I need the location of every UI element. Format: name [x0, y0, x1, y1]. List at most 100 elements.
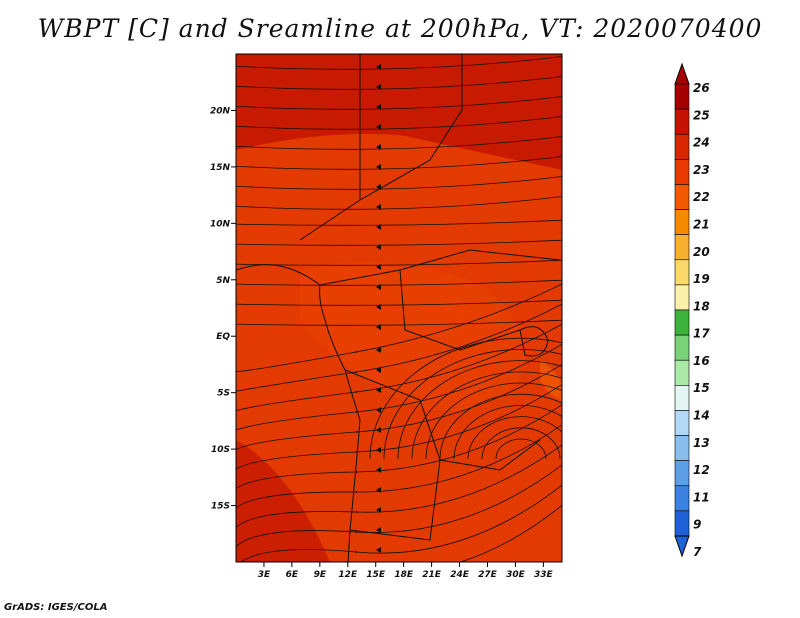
colorbar-cell	[674, 83, 690, 110]
colorbar-cell	[674, 108, 690, 135]
colorbar-label: 23	[693, 163, 710, 177]
colorbar-cell	[674, 385, 690, 411]
wbpt-region-23	[300, 262, 525, 412]
colorbar-cell	[674, 410, 690, 436]
colorbar-cell	[674, 133, 690, 160]
streamline-arrow	[376, 124, 381, 130]
streamline-arrow	[376, 527, 381, 533]
streamline	[236, 363, 562, 451]
streamline-arrow	[376, 104, 381, 110]
x-tick-label: 3E	[258, 570, 271, 580]
country-border-3	[344, 369, 541, 541]
colorbar-cell	[674, 460, 690, 487]
streamline-arrow	[376, 144, 381, 150]
colorbar-extend-top	[674, 62, 690, 85]
x-tick-label: 30E	[506, 570, 526, 580]
circulation-line	[495, 438, 547, 460]
wbpt-region-22	[540, 360, 562, 400]
colorbar-cell	[674, 334, 690, 361]
streamlines	[236, 56, 562, 562]
streamline-arrow	[376, 427, 381, 433]
streamline-arrow	[376, 324, 381, 330]
streamline	[236, 299, 562, 306]
colorbar-cell	[674, 209, 690, 235]
streamline	[236, 303, 562, 392]
colorbar-cell	[674, 259, 690, 286]
wbpt-region-25-south	[236, 440, 330, 562]
streamline	[236, 219, 562, 226]
streamline	[236, 424, 562, 509]
colorbar-label: 25	[693, 108, 710, 122]
y-tick-label: 10N	[210, 219, 231, 229]
streamline	[236, 196, 562, 210]
x-tick-label: 33E	[534, 570, 554, 580]
x-tick-label: 27E	[478, 570, 498, 580]
colorbar-label: 18	[693, 299, 710, 313]
streamline	[236, 239, 562, 246]
colorbar-label: 14	[693, 409, 710, 423]
colorbar-label: 20	[693, 245, 710, 259]
colorbar-cell	[674, 510, 690, 537]
streamline-arrow	[376, 164, 381, 170]
wbpt-region-25	[236, 54, 562, 170]
y-tick-label: 20N	[210, 106, 231, 116]
chart-title: WBPT [C] and Sreamline at 200hPa, VT: 20…	[37, 14, 763, 43]
streamline-arrow	[376, 284, 381, 290]
colorbar-label: 17	[693, 327, 710, 341]
streamline-arrow	[376, 407, 381, 413]
x-tick-label: 24E	[450, 570, 470, 580]
x-axis: 3E 6E 9E 12E 15E 18E 21E 24E 27E 30E 33E	[258, 562, 554, 580]
streamline-arrow	[376, 347, 381, 353]
wbpt-field	[236, 54, 562, 562]
coastline-path	[236, 264, 361, 562]
streamline	[236, 384, 562, 470]
colorbar-cell	[674, 184, 690, 210]
streamline-arrow	[376, 467, 381, 473]
colorbar-label: 9	[693, 518, 701, 532]
streamline	[236, 283, 562, 373]
footer-credit: GrADS: IGES/COLA	[4, 602, 108, 613]
colorbar-label: 7	[693, 545, 702, 559]
circulation-line	[369, 337, 562, 460]
coastline	[236, 54, 561, 562]
x-tick-label: 12E	[338, 570, 358, 580]
y-tick-label: 10S	[211, 445, 230, 455]
colorbar-cell	[674, 309, 690, 336]
circulation-line	[397, 360, 562, 460]
streamline	[236, 116, 562, 130]
streamline-arrow	[376, 224, 381, 230]
streamline-arrow	[376, 64, 381, 70]
x-tick-label: 15E	[366, 570, 386, 580]
x-tick-label: 9E	[314, 570, 327, 580]
colorbar-label: 11	[693, 490, 710, 504]
streamline-arrow	[376, 264, 381, 270]
streamline-arrow	[376, 447, 381, 453]
colorbar-cell	[674, 234, 690, 261]
y-tick-label: 5N	[216, 276, 230, 286]
circulation-line	[411, 371, 562, 460]
country-border-2	[319, 249, 561, 351]
colorbar-label: 19	[693, 272, 710, 286]
circulation-line	[383, 349, 562, 460]
x-tick-label: 18E	[394, 570, 414, 580]
y-tick-label: 15S	[211, 502, 230, 512]
streamline	[236, 343, 562, 431]
streamline	[236, 96, 562, 110]
colorbar-label: 16	[693, 354, 710, 368]
streamline	[236, 444, 562, 528]
streamline	[458, 504, 562, 562]
y-tick-label: EQ	[216, 332, 230, 342]
colorbar-cell	[674, 359, 690, 386]
colorbar-cell	[674, 159, 690, 185]
streamline	[236, 404, 562, 489]
colorbar-label: 21	[693, 217, 710, 231]
colorbar-label: 22	[693, 190, 710, 204]
y-tick-label: 15N	[210, 163, 231, 173]
streamline	[236, 279, 562, 286]
colorbar-label: 12	[693, 463, 710, 477]
streamline	[236, 156, 562, 170]
streamline-arrow	[376, 487, 381, 493]
streamline-arrow	[376, 204, 381, 210]
colorbar-cell	[674, 435, 690, 461]
